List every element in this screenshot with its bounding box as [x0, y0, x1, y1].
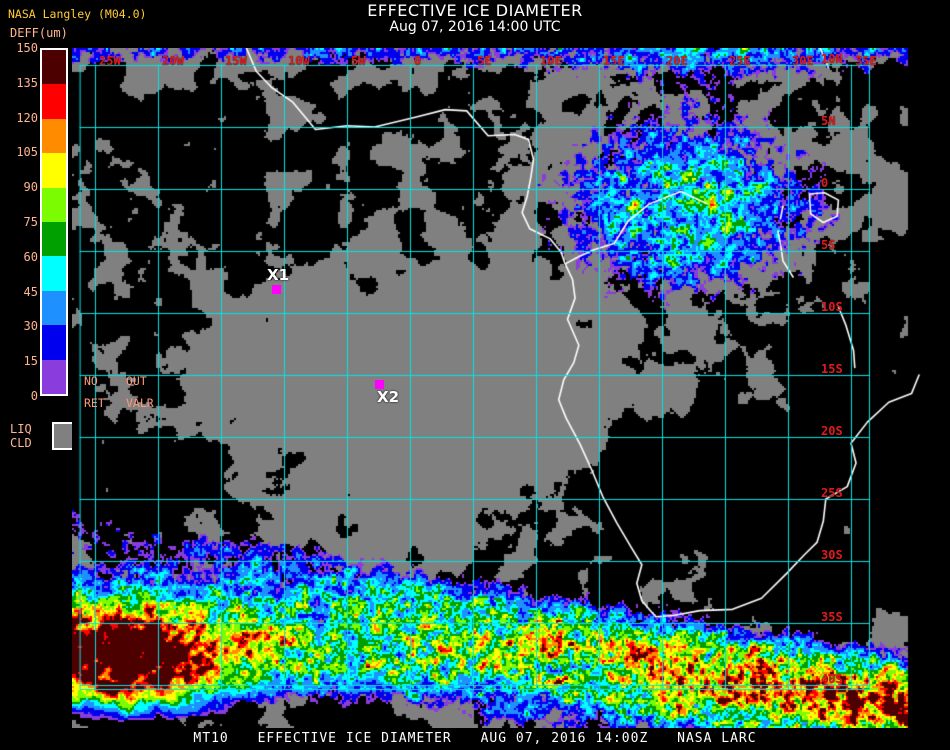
lon-label-5E: 5E — [477, 54, 492, 68]
lon-label-30E: 30E — [792, 54, 814, 68]
legend-cell-valr: VALR — [126, 396, 154, 410]
lon-label-10E: 10E — [540, 54, 562, 68]
colorbar — [40, 48, 68, 396]
colorbar-tick-135: 135 — [16, 75, 38, 90]
lon-label-25E: 25E — [729, 54, 751, 68]
colorbar-segment-7 — [42, 290, 66, 326]
lat-label-10S: 10S — [821, 300, 843, 314]
lon-label-35E: 35E — [855, 54, 877, 68]
lat-label-25S: 25S — [821, 486, 843, 500]
lat-label-30S: 30S — [821, 548, 843, 562]
colorbar-segment-6 — [42, 256, 66, 291]
retrieval-legend: NO OUT RET VALR — [84, 374, 178, 412]
colorbar-tick-75: 75 — [23, 215, 38, 229]
colorbar-tick-60: 60 — [23, 249, 38, 264]
footer-source: NASA LARC — [677, 731, 757, 746]
footer-product-code: MT10 — [193, 731, 229, 746]
legend-cell-out: OUT — [126, 374, 147, 388]
lon-label-25W: 25W — [99, 54, 121, 68]
colorbar-tick-105: 105 — [16, 145, 38, 160]
lon-label-5W: 5W — [351, 54, 366, 68]
liq-line2: CLD — [10, 436, 32, 450]
colorbar-segment-0 — [42, 50, 66, 85]
lon-label-0: 0 — [414, 54, 422, 68]
lon-label-15W: 15W — [225, 54, 247, 68]
colorbar-tick-90: 90 — [23, 180, 38, 195]
footer-product-name: EFFECTIVE ICE DIAMETER — [257, 731, 452, 746]
colorbar-tick-150: 150 — [16, 41, 38, 55]
footer-bar: MT10 EFFECTIVE ICE DIAMETER AUG 07, 2016… — [0, 731, 950, 746]
legend-cell-no: NO — [84, 374, 98, 388]
lat-label-5N: 5N — [821, 114, 836, 128]
colorbar-tick-15: 15 — [23, 354, 38, 369]
colorbar-segments — [40, 48, 68, 396]
colorbar-segment-4 — [42, 187, 66, 222]
lat-label-15S: 15S — [821, 362, 843, 376]
satellite-map-canvas[interactable] — [72, 48, 950, 728]
colorbar-segment-8 — [42, 325, 66, 360]
lat-label-40S: 40S — [821, 672, 843, 686]
colorbar-tick-45: 45 — [23, 284, 38, 299]
map-panel[interactable]: 25W 20W 15W 10W 5W 0 5E 10E 15E 20E 25E 30E 35E 10N 5N… — [72, 48, 950, 728]
lat-label-0: 0 — [821, 176, 829, 190]
colorbar-tick-120: 120 — [16, 110, 38, 125]
site-label-X2: X2 — [377, 388, 400, 406]
site-label-X1: X1 — [267, 266, 290, 284]
lat-label-35S: 35S — [821, 610, 843, 624]
colorbar-tick-labels: 150 135 120 105 90 75 60 45 30 15 0 — [0, 40, 38, 403]
lon-label-10W: 10W — [288, 54, 310, 68]
lat-label-20S: 20S — [821, 424, 843, 438]
site-marker-X1[interactable] — [272, 285, 281, 294]
colorbar-tick-0: 0 — [30, 389, 38, 403]
footer-timestamp: AUG 07, 2016 14:00Z — [480, 731, 649, 746]
site-marker-X2[interactable] — [375, 380, 384, 389]
colorbar-segment-1 — [42, 84, 66, 119]
colorbar-segment-2 — [42, 118, 66, 154]
liquid-cloud-label: LIQ CLD — [10, 422, 32, 450]
colorbar-tick-30: 30 — [23, 319, 38, 334]
page-subtitle: Aug 07, 2016 14:00 UTC — [389, 19, 561, 35]
lat-label-10N: 10N — [821, 52, 843, 66]
colorbar-segment-5 — [42, 221, 66, 257]
agency-label: NASA Langley (M04.0) — [8, 7, 147, 21]
lon-label-20W: 20W — [162, 54, 184, 68]
colorbar-segment-9 — [42, 359, 66, 394]
lon-label-20E: 20E — [666, 54, 688, 68]
colorbar-segment-3 — [42, 153, 66, 188]
liquid-cloud-key: LIQ CLD — [10, 420, 80, 460]
lon-label-15E: 15E — [603, 54, 625, 68]
liq-line1: LIQ — [10, 422, 32, 436]
colorbar-title: DEFF(um) — [10, 26, 68, 40]
lat-label-5S: 5S — [821, 238, 836, 252]
legend-cell-ret: RET — [84, 396, 105, 410]
